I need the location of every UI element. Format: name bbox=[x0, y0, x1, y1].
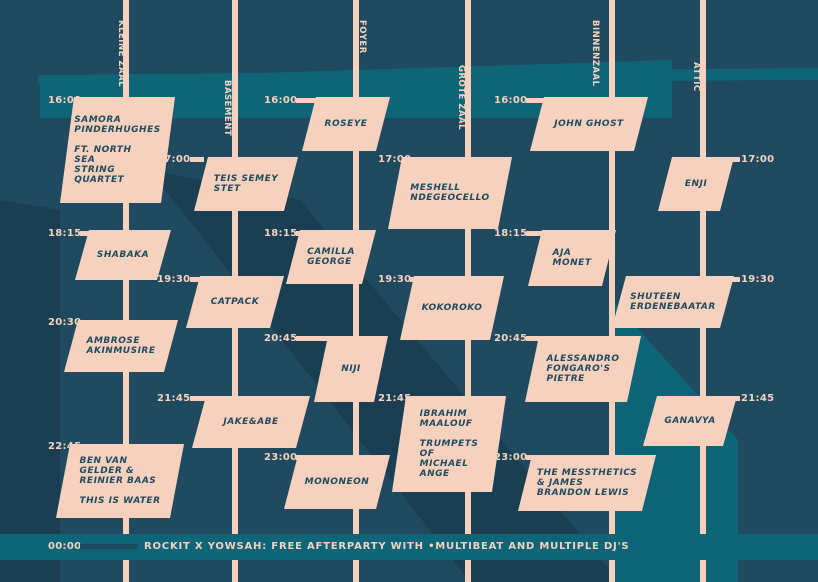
act-card: THE MESSTHETICS & JAMES BRANDON LEWIS bbox=[518, 455, 656, 511]
slot-time: 17:00 bbox=[157, 154, 191, 165]
act-name: NIJI bbox=[341, 364, 361, 374]
slot-time: 22:45 bbox=[48, 441, 82, 452]
act-name: CAMILLA GEORGE bbox=[307, 247, 355, 267]
act-name: SHABAKA bbox=[96, 250, 150, 260]
act-card: ENJI bbox=[658, 157, 734, 211]
act-card: IBRAHIM MAALOUF TRUMPETS OF MICHAEL ANGE bbox=[392, 396, 506, 492]
act-card: MONONEON bbox=[284, 455, 390, 509]
slot-time: 21:45 bbox=[157, 393, 191, 404]
act-name: SHUTEEN ERDENEBAATAR bbox=[630, 292, 716, 312]
act-card: SHABAKA bbox=[75, 230, 171, 280]
act-card: ROSEYE bbox=[302, 97, 390, 151]
act-name: JAKE&ABE bbox=[223, 417, 279, 427]
act-card: JAKE&ABE bbox=[192, 396, 310, 448]
act-card: ALESSANDRO FONGARO'S PIETRE bbox=[525, 336, 641, 402]
slot-time: 21:45 bbox=[378, 393, 412, 404]
act-card: AJA MONET bbox=[528, 230, 616, 286]
slot-time: 18:15 bbox=[48, 228, 82, 239]
act-name: IBRAHIM MAALOUF TRUMPETS OF MICHAEL ANGE bbox=[419, 409, 479, 479]
slot-time: 17:00 bbox=[378, 154, 412, 165]
time-tick bbox=[296, 336, 336, 341]
lane-line bbox=[609, 0, 615, 582]
slot-time: 19:30 bbox=[741, 274, 775, 285]
act-name: SAMORA PINDERHUGHES FT. NORTH SEA STRING… bbox=[74, 115, 161, 185]
act-name: MESHELL NDEGEOCELLO bbox=[410, 183, 490, 203]
slot-time: 18:15 bbox=[494, 228, 528, 239]
act-name: ALESSANDRO FONGARO'S PIETRE bbox=[546, 354, 620, 384]
act-card: KOKOROKO bbox=[400, 276, 504, 340]
act-name: AMBROSE AKINMUSIRE bbox=[86, 336, 156, 356]
afterparty-text: ROCKIT X YOWSAH: FREE AFTERPARTY WITH •M… bbox=[144, 541, 630, 552]
act-name: ROSEYE bbox=[324, 119, 368, 129]
act-card: CATPACK bbox=[186, 276, 284, 328]
slot-time: 23:00 bbox=[494, 452, 528, 463]
stage-label: GROTE ZAAL bbox=[456, 65, 466, 131]
stage-label: BINNENZAAL bbox=[590, 20, 600, 87]
act-card: MESHELL NDEGEOCELLO bbox=[388, 157, 512, 229]
stage-label: ATTIC bbox=[691, 62, 701, 92]
act-card: CAMILLA GEORGE bbox=[286, 230, 376, 284]
slot-time: 21:45 bbox=[741, 393, 775, 404]
act-card: NIJI bbox=[314, 336, 388, 402]
afterparty-time-bar bbox=[80, 544, 138, 549]
act-name: JOHN GHOST bbox=[554, 119, 624, 129]
slot-time: 16:00 bbox=[264, 95, 298, 106]
slot-time: 20:45 bbox=[494, 333, 528, 344]
act-card: BEN VAN GELDER & REINIER BAAS THIS IS WA… bbox=[56, 444, 184, 518]
act-card: SHUTEEN ERDENEBAATAR bbox=[612, 276, 734, 328]
slot-time: 18:15 bbox=[264, 228, 298, 239]
act-name: KOKOROKO bbox=[421, 303, 483, 313]
act-card: TEIS SEMEY STET bbox=[194, 157, 298, 211]
stage-label: KLEINE ZAAL bbox=[116, 20, 126, 88]
act-name: TEIS SEMEY STET bbox=[213, 174, 279, 194]
act-name: THE MESSTHETICS & JAMES BRANDON LEWIS bbox=[536, 468, 638, 498]
lane-line bbox=[353, 0, 359, 582]
time-tick bbox=[190, 396, 212, 401]
afterparty-time: 00:00 bbox=[48, 541, 82, 552]
slot-time: 19:30 bbox=[378, 274, 412, 285]
act-name: MONONEON bbox=[304, 477, 370, 487]
act-card: SAMORA PINDERHUGHES FT. NORTH SEA STRING… bbox=[60, 97, 175, 203]
slot-time: 17:00 bbox=[741, 154, 775, 165]
slot-time: 23:00 bbox=[264, 452, 298, 463]
act-name: GANAVYA bbox=[664, 416, 716, 426]
lane-line bbox=[123, 0, 129, 582]
act-name: ENJI bbox=[684, 179, 708, 189]
act-name: BEN VAN GELDER & REINIER BAAS THIS IS WA… bbox=[79, 456, 161, 506]
slot-time: 20:30 bbox=[48, 317, 82, 328]
slot-time: 20:45 bbox=[264, 333, 298, 344]
afterparty-banner: 00:00 ROCKIT X YOWSAH: FREE AFTERPARTY W… bbox=[0, 534, 818, 560]
slot-time: 16:00 bbox=[48, 95, 82, 106]
stage-label: FOYER bbox=[357, 20, 367, 54]
stage-label: BASEMENT bbox=[222, 80, 232, 137]
slot-time: 19:30 bbox=[157, 274, 191, 285]
time-tick bbox=[526, 98, 554, 103]
time-tick bbox=[190, 157, 204, 162]
act-card: AMBROSE AKINMUSIRE bbox=[64, 320, 178, 372]
slot-time: 16:00 bbox=[494, 95, 528, 106]
act-name: AJA MONET bbox=[552, 248, 592, 268]
act-name: CATPACK bbox=[210, 297, 260, 307]
act-card: GANAVYA bbox=[643, 396, 737, 446]
act-card: JOHN GHOST bbox=[530, 97, 648, 151]
